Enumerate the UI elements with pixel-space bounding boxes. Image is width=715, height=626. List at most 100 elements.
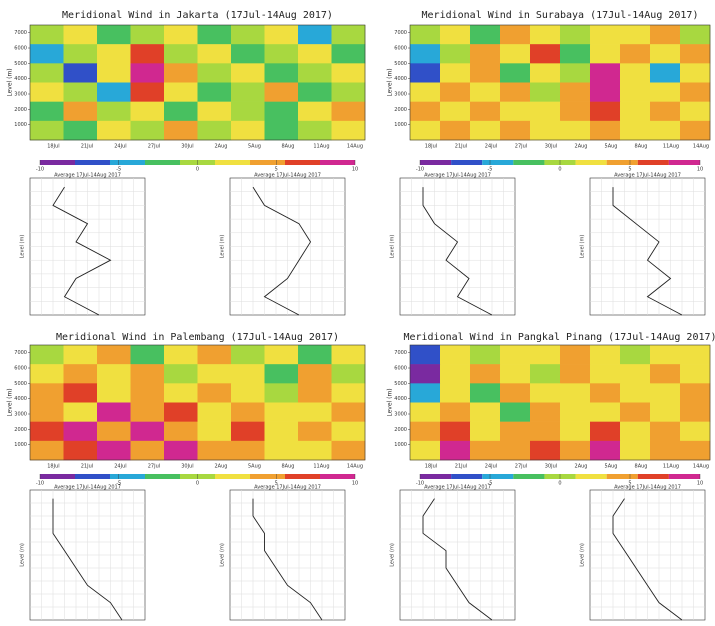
heat-cell <box>197 421 232 442</box>
heat-cell <box>470 440 501 461</box>
heat-cell <box>130 383 165 403</box>
heat-cell <box>500 101 531 122</box>
heat-cell <box>590 364 621 384</box>
heat-cell <box>410 25 441 45</box>
y-tick-label: 5000 <box>394 61 407 67</box>
plot-frame <box>29 344 366 461</box>
heat-cell <box>331 364 366 384</box>
colorbar-label: 5 <box>275 167 278 173</box>
heat-cell <box>298 383 332 403</box>
heat-cell <box>680 63 711 83</box>
colorbar-swatch <box>145 160 180 165</box>
heat-cell <box>331 44 366 64</box>
colorbar-label: 0 <box>196 481 199 487</box>
heat-cell <box>197 383 232 403</box>
x-tick-label: 21Jul <box>455 144 467 150</box>
heat-cell <box>331 402 366 422</box>
heat-cell <box>410 345 441 365</box>
heat-cell <box>560 82 591 102</box>
heat-cell <box>30 63 64 83</box>
colorbar-swatch <box>482 160 514 165</box>
heat-cell <box>63 44 98 64</box>
heat-cell <box>650 345 681 365</box>
heat-cell <box>30 421 64 442</box>
plot-frame <box>409 24 711 141</box>
heat-cell <box>530 82 561 102</box>
y-tick-label: 7000 <box>14 30 27 36</box>
heat-cell <box>680 120 711 141</box>
heat-cell <box>440 44 471 64</box>
colorbar-label: 5 <box>275 481 278 487</box>
heat-cell <box>130 101 165 122</box>
heat-cell <box>197 82 232 102</box>
heat-cell <box>470 82 501 102</box>
heat-cell <box>264 383 299 403</box>
x-tick-label: 8Aug <box>281 464 294 470</box>
colorbar-swatch <box>75 474 110 479</box>
colorbar-swatch <box>110 160 145 165</box>
heat-cell <box>500 421 531 442</box>
heat-cell <box>590 440 621 461</box>
heat-cell <box>620 63 651 83</box>
heat-cell <box>590 383 621 403</box>
heat-cell <box>264 364 299 384</box>
heat-cell <box>97 364 131 384</box>
y-tick-label: 1000 <box>14 122 27 128</box>
heat-cell <box>331 82 366 102</box>
colorbar-label: -5 <box>116 481 121 487</box>
heat-cell <box>470 25 501 45</box>
heat-cell <box>440 120 471 141</box>
heat-cell <box>197 101 232 122</box>
heat-cell <box>680 82 711 102</box>
x-tick-label: 27Jul <box>148 144 160 150</box>
colorbar-label: -10 <box>416 481 424 487</box>
heat-cell <box>590 421 621 442</box>
heat-cell <box>470 63 501 83</box>
heat-cell <box>530 44 561 64</box>
heat-cell <box>470 364 501 384</box>
heat-cell <box>650 120 681 141</box>
plot-frame <box>29 24 366 141</box>
heat-cell <box>298 345 332 365</box>
heat-cell <box>231 82 265 102</box>
heat-cell <box>680 345 711 365</box>
heat-cell <box>264 402 299 422</box>
heat-cell <box>97 101 131 122</box>
x-tick-label: 27Jul <box>515 464 527 470</box>
heat-cell <box>560 440 591 461</box>
heat-cell <box>560 402 591 422</box>
y-tick-label: 4000 <box>14 76 27 82</box>
heat-cell <box>63 364 98 384</box>
x-tick-label: 11Aug <box>313 144 329 150</box>
y-tick-label: 6000 <box>14 366 27 372</box>
colorbar-swatch <box>451 160 483 165</box>
x-tick-label: 27Jul <box>148 464 160 470</box>
heat-cell <box>680 101 711 122</box>
colorbar-swatch <box>451 474 483 479</box>
heat-cell <box>650 402 681 422</box>
colorbar-swatch <box>285 474 320 479</box>
colorbar-label: 10 <box>697 481 703 487</box>
heat-cell <box>130 421 165 442</box>
colorbar-swatch <box>637 474 669 479</box>
y-tick-label: 2000 <box>394 427 407 433</box>
heat-cell <box>680 364 711 384</box>
heat-cell <box>97 383 131 403</box>
x-tick-label: 24Jul <box>114 464 126 470</box>
heat-cell <box>500 44 531 64</box>
heat-cell <box>197 25 232 45</box>
heat-cell <box>650 421 681 442</box>
x-tick-label: 27Jul <box>515 144 527 150</box>
heat-cell <box>164 402 198 422</box>
heat-cell <box>298 120 332 141</box>
heat-cell <box>500 25 531 45</box>
heat-cell <box>500 120 531 141</box>
heat-cell <box>164 440 198 461</box>
colorbar-swatch <box>145 474 180 479</box>
profile-line <box>612 498 683 621</box>
heat-cell <box>530 421 561 442</box>
heat-cell <box>500 402 531 422</box>
heat-cell <box>164 364 198 384</box>
heat-cell <box>650 44 681 64</box>
heat-cell <box>560 101 591 122</box>
